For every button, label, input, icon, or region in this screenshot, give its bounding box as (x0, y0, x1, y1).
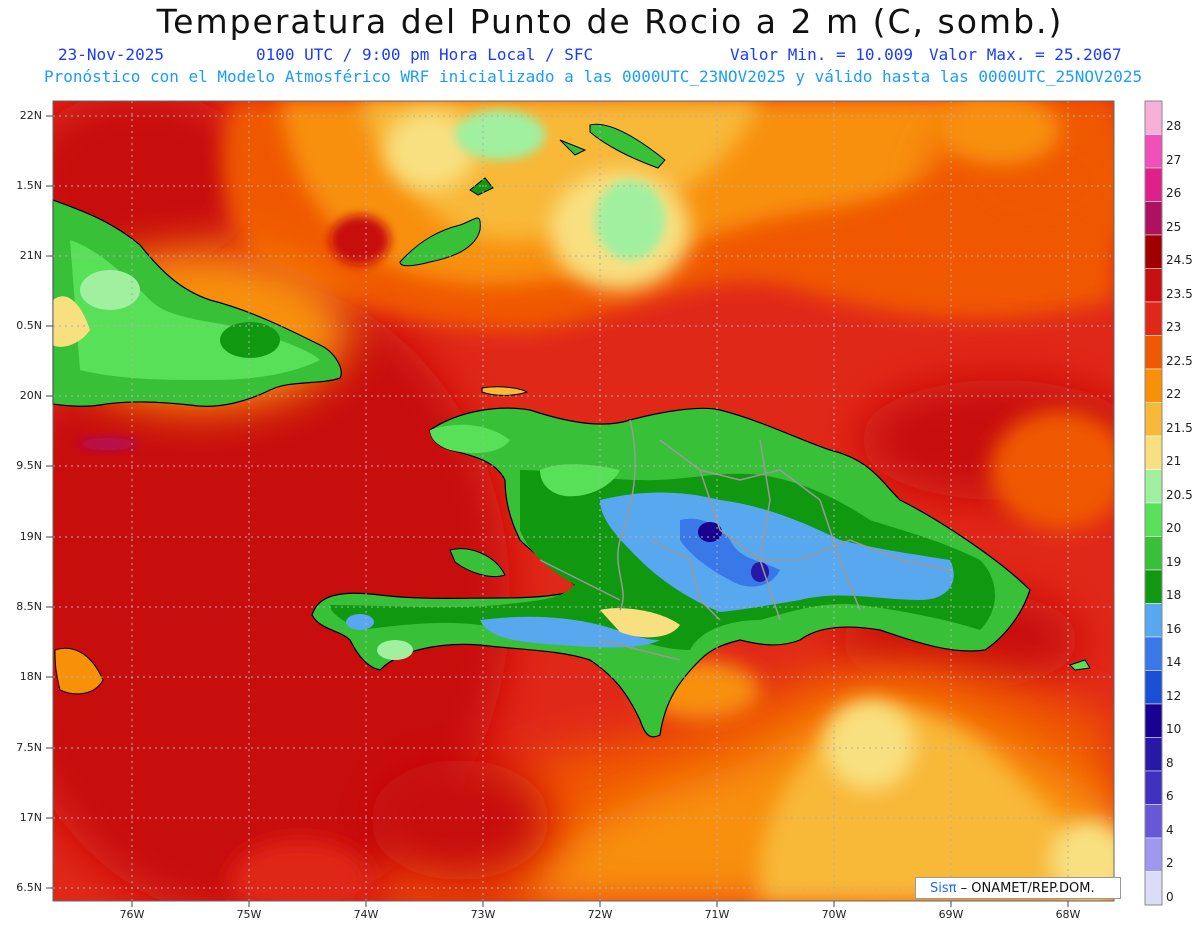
colorbar-swatch (1144, 636, 1163, 671)
colorbar-label: 6 (1166, 789, 1174, 803)
colorbar-label: 26 (1166, 186, 1182, 200)
colorbar-swatch (1144, 703, 1163, 738)
saona-island (1069, 659, 1091, 671)
bahamas-islands (399, 123, 666, 396)
lat-label: 20N (19, 389, 42, 402)
colorbar-label: 25 (1166, 219, 1182, 234)
lon-label: 69W (938, 908, 964, 921)
lon-label: 70W (821, 908, 847, 921)
colorbar-label: 27 (1166, 152, 1182, 167)
colorbar-label: 23.5 (1166, 286, 1193, 301)
admin-boundaries (539, 419, 951, 661)
colorbar-swatch (1144, 737, 1163, 772)
lon-label: 73W (470, 908, 496, 921)
lon-label: 75W (236, 908, 262, 921)
lat-label: 21N (19, 249, 42, 262)
lon-label: 74W (353, 908, 379, 921)
colorbar-swatch (1144, 469, 1163, 504)
colorbar-swatch (1144, 502, 1163, 537)
colorbar-label: 10 (1166, 722, 1182, 736)
lat-label: 9.5N (16, 459, 42, 472)
cuba-land (52, 199, 342, 407)
colorbar-label: 24.5 (1166, 253, 1193, 267)
colorbar-swatch (1144, 134, 1163, 169)
colorbar-label: 18 (1166, 588, 1182, 602)
colorbar-label: 20.5 (1166, 487, 1193, 502)
colorbar-swatch (1144, 536, 1163, 571)
colorbar-label: 14 (1166, 655, 1182, 669)
colorbar-swatch (1144, 301, 1163, 336)
colorbar-swatch (1144, 837, 1163, 872)
colorbar-swatch (1144, 603, 1163, 638)
colorbar-swatch (1144, 268, 1163, 303)
colorbar-label: 21.5 (1166, 420, 1193, 435)
colorbar-label: 8 (1166, 755, 1174, 770)
colorbar-swatch (1144, 368, 1163, 403)
colorbar-label: 21 (1166, 454, 1182, 468)
colorbar-swatch (1144, 167, 1163, 202)
lon-label: 68W (1055, 908, 1081, 921)
graticule (53, 101, 1114, 901)
colorbar-label: 12 (1166, 688, 1182, 703)
colorbar-label: 28 (1166, 119, 1182, 133)
colorbar (1144, 100, 1163, 906)
credit-box: Sisπ – ONAMET/REP.DOM. (915, 877, 1121, 899)
jamaica-land (54, 647, 104, 695)
colorbar-label: 2 (1166, 856, 1174, 870)
colorbar-label: 20 (1166, 521, 1182, 535)
colorbar-label: 16 (1166, 621, 1182, 636)
lat-label: 0.5N (16, 319, 42, 332)
lat-label: 6.5N (16, 881, 42, 894)
lat-label: 18N (19, 670, 42, 683)
map-frame (52, 100, 1115, 902)
colorbar-frame (1144, 100, 1163, 906)
colorbar-swatch (1144, 335, 1163, 370)
forecast-time: 0100 UTC / 9:00 pm Hora Local / SFC (256, 45, 594, 64)
colorbar-swatch (1144, 402, 1163, 437)
colorbar-swatch (1144, 201, 1163, 236)
forecast-date: 23-Nov-2025 (58, 45, 164, 64)
lon-label: 71W (704, 908, 730, 921)
credit-brand: Sisπ (930, 881, 957, 896)
lat-label: 17N (19, 811, 42, 824)
model-info: Pronóstico con el Modelo Atmosférico WRF… (44, 67, 1143, 86)
colorbar-label: 0 (1166, 889, 1174, 904)
colorbar-swatch (1144, 670, 1163, 705)
lat-label: 19N (19, 530, 42, 543)
min-value: Valor Min. = 10.009 (730, 45, 914, 64)
colorbar-label: 19 (1166, 554, 1182, 569)
lon-label: 72W (587, 908, 613, 921)
colorbar-label: 22.5 (1166, 353, 1193, 368)
colorbar-swatch (1144, 871, 1163, 906)
lat-label: 22N (19, 109, 42, 122)
colorbar-label: 23 (1166, 320, 1182, 334)
colorbar-label: 4 (1166, 822, 1174, 837)
lon-label: 76W (119, 908, 145, 921)
lat-label: 8.5N (16, 600, 42, 613)
gonave-island (449, 548, 506, 577)
colorbar-swatch (1144, 234, 1163, 269)
max-value: Valor Max. = 25.2067 (929, 45, 1122, 64)
credit-text: – ONAMET/REP.DOM. (956, 881, 1095, 896)
colorbar-swatch (1144, 435, 1163, 470)
lat-label: 7.5N (16, 741, 42, 754)
lat-label: 1.5N (16, 179, 42, 192)
colorbar-swatch (1144, 569, 1163, 604)
colorbar-swatch (1144, 770, 1163, 805)
axis-ticks (46, 115, 1069, 907)
hispaniola-land (311, 407, 1031, 738)
colorbar-swatch (1144, 804, 1163, 839)
colorbar-swatch (1144, 100, 1163, 135)
colorbar-label: 22 (1166, 387, 1182, 401)
map-title: Temperatura del Punto de Rocio a 2 m (C,… (156, 2, 1064, 41)
